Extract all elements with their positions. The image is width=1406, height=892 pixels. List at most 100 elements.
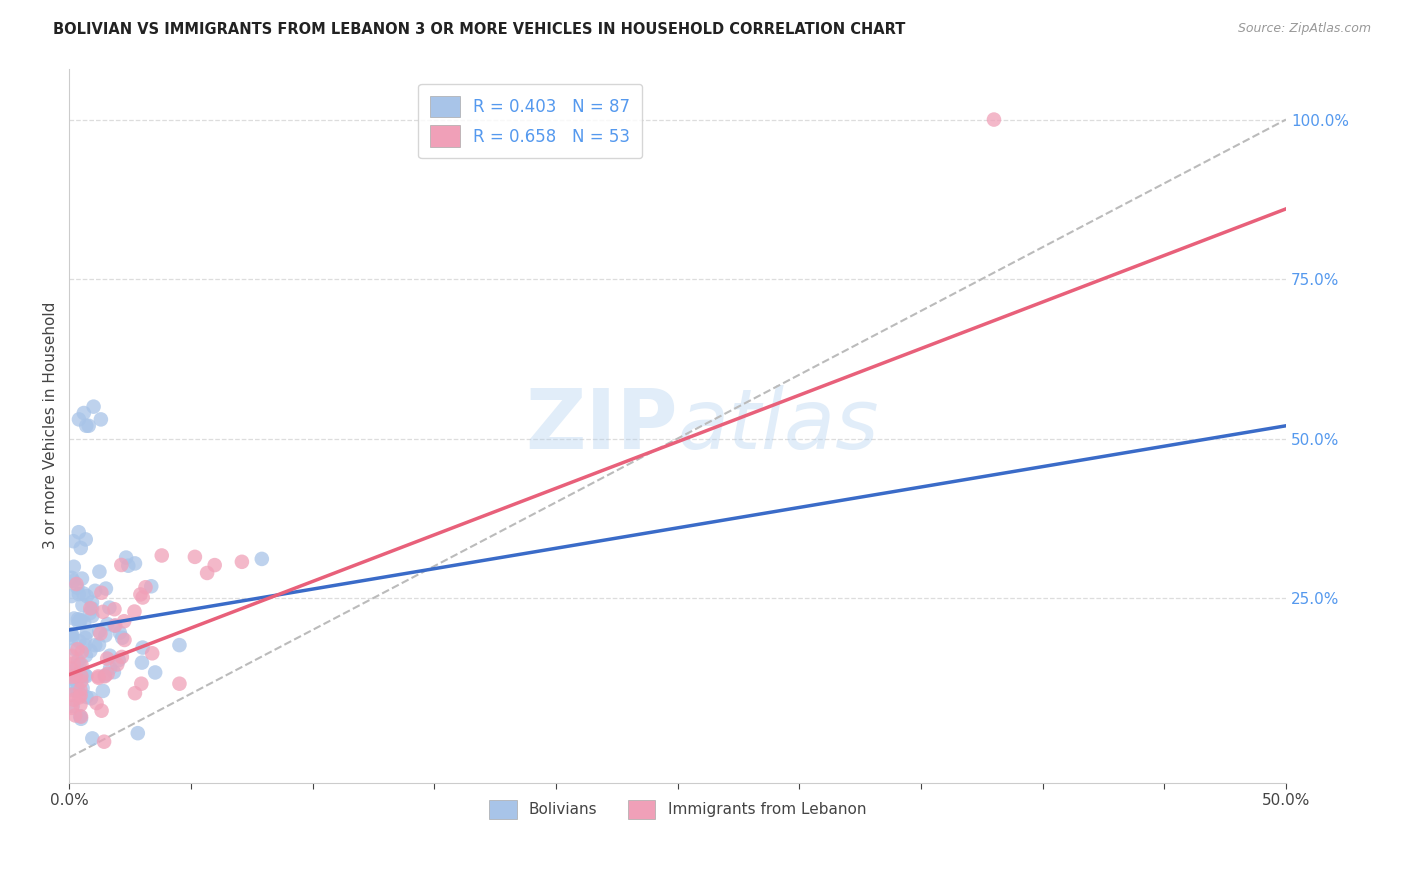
- Point: [65, 683, 87, 698]
- Point: [94, 668, 117, 682]
- Point: [63, 663, 86, 677]
- Point: [110, 558, 132, 572]
- Point: [67, 654, 90, 668]
- Point: [115, 550, 138, 565]
- Point: [67, 525, 90, 540]
- Point: [98, 648, 121, 663]
- Point: [69, 709, 91, 723]
- Point: [75, 638, 97, 652]
- Point: [63, 708, 86, 723]
- Point: [79, 606, 101, 620]
- Point: [63, 692, 86, 706]
- Point: [91, 605, 114, 619]
- Point: [114, 632, 136, 647]
- Point: [72, 598, 94, 612]
- Y-axis label: 3 or more Vehicles in Household: 3 or more Vehicles in Household: [44, 302, 58, 549]
- Point: [60, 670, 83, 684]
- Point: [124, 557, 146, 571]
- Point: [75, 648, 97, 663]
- Point: [75, 533, 97, 547]
- Point: [87, 669, 110, 683]
- Point: [75, 668, 97, 682]
- Point: [103, 602, 125, 616]
- Point: [117, 558, 139, 573]
- Point: [96, 617, 118, 632]
- Point: [129, 587, 152, 601]
- Point: [67, 615, 90, 629]
- Point: [70, 674, 93, 689]
- Point: [143, 665, 166, 680]
- Point: [96, 651, 118, 665]
- Point: [131, 591, 153, 605]
- Point: [66, 642, 89, 657]
- Point: [82, 609, 104, 624]
- Point: [134, 580, 156, 594]
- Point: [84, 638, 107, 652]
- Point: [94, 582, 117, 596]
- Text: Source: ZipAtlas.com: Source: ZipAtlas.com: [1237, 22, 1371, 36]
- Point: [75, 690, 97, 704]
- Point: [111, 649, 134, 664]
- Point: [77, 418, 100, 433]
- Legend: Bolivians, Immigrants from Lebanon: Bolivians, Immigrants from Lebanon: [482, 794, 872, 825]
- Point: [67, 690, 90, 705]
- Point: [89, 565, 111, 579]
- Point: [103, 619, 125, 633]
- Point: [75, 418, 97, 433]
- Point: [104, 618, 127, 632]
- Point: [62, 672, 84, 686]
- Point: [131, 656, 153, 670]
- Point: [131, 676, 153, 690]
- Text: BOLIVIAN VS IMMIGRANTS FROM LEBANON 3 OR MORE VEHICLES IN HOUSEHOLD CORRELATION : BOLIVIAN VS IMMIGRANTS FROM LEBANON 3 OR…: [53, 22, 905, 37]
- Point: [107, 653, 129, 667]
- Point: [75, 631, 97, 645]
- Point: [60, 688, 83, 702]
- Point: [127, 726, 149, 740]
- Point: [60, 628, 83, 642]
- Point: [184, 549, 207, 564]
- Point: [60, 648, 83, 663]
- Point: [79, 644, 101, 658]
- Point: [60, 589, 83, 603]
- Point: [76, 589, 98, 603]
- Point: [62, 672, 84, 686]
- Point: [67, 634, 90, 648]
- Point: [73, 615, 96, 630]
- Point: [250, 552, 273, 566]
- Point: [108, 625, 131, 640]
- Point: [69, 669, 91, 683]
- Point: [82, 731, 104, 746]
- Point: [70, 645, 93, 659]
- Point: [66, 581, 89, 595]
- Point: [141, 579, 163, 593]
- Point: [86, 696, 108, 710]
- Point: [63, 642, 86, 657]
- Point: [69, 682, 91, 697]
- Point: [70, 712, 93, 726]
- Point: [98, 600, 121, 615]
- Point: [76, 625, 98, 640]
- Point: [62, 657, 84, 671]
- Point: [67, 412, 90, 426]
- Point: [70, 572, 93, 586]
- Point: [195, 566, 218, 580]
- Point: [69, 698, 91, 712]
- Point: [87, 638, 110, 652]
- Point: [69, 614, 91, 628]
- Point: [60, 701, 83, 715]
- Point: [70, 669, 93, 683]
- Point: [69, 688, 91, 702]
- Point: [105, 657, 128, 672]
- Point: [80, 595, 103, 609]
- Point: [103, 665, 125, 680]
- Point: [69, 541, 91, 555]
- Point: [67, 587, 90, 601]
- Point: [124, 686, 146, 700]
- Point: [60, 631, 83, 645]
- Point: [90, 412, 112, 426]
- Point: [84, 583, 107, 598]
- Point: [83, 400, 105, 414]
- Point: [93, 734, 115, 748]
- Point: [112, 614, 135, 628]
- Point: [75, 669, 97, 683]
